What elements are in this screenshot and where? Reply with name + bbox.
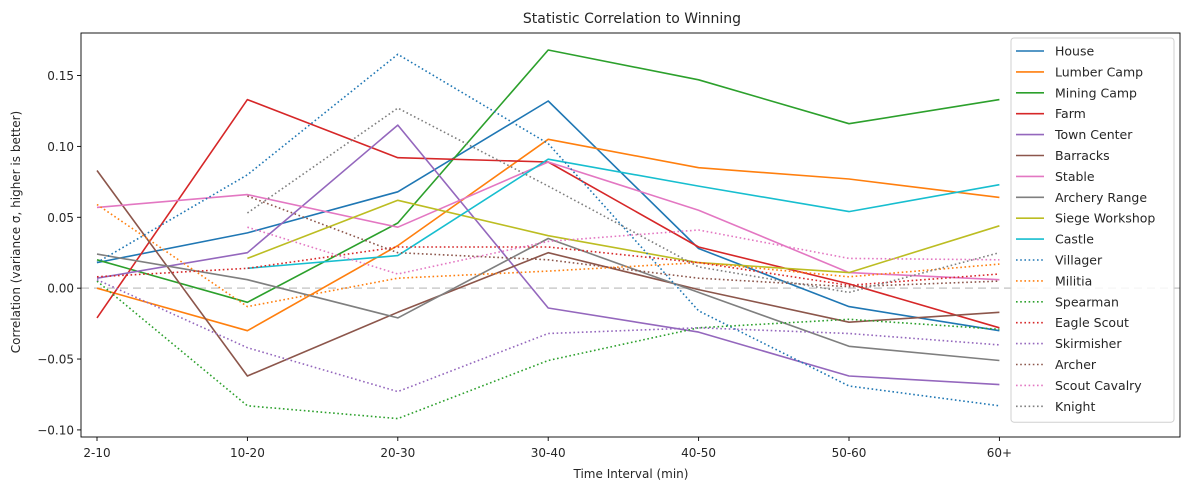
- x-tick-label: 60+: [987, 446, 1012, 460]
- y-tick-label: 0.10: [47, 140, 74, 154]
- legend-entry-label: House: [1055, 44, 1094, 59]
- series-line-siege-workshop: [247, 199, 1000, 274]
- legend-entry-label: Farm: [1055, 106, 1086, 121]
- series-line-scout-cavalry: [247, 226, 1000, 275]
- series-line-castle: [247, 158, 1000, 270]
- legend-entry-label: Spearman: [1055, 294, 1119, 309]
- y-tick-label: −0.05: [37, 353, 74, 367]
- legend-entry-label: Town Center: [1054, 127, 1133, 142]
- y-tick-label: 0.05: [47, 211, 74, 225]
- series-line-archery-range: [96, 237, 1000, 362]
- legend-entry-label: Siege Workshop: [1055, 211, 1155, 226]
- plot-area: −0.10 −0.05 0.00 0.05 0.10 0.15 2-10 10-20 20-30…: [37, 32, 1181, 460]
- legend-entry-label: Castle: [1055, 232, 1094, 247]
- legend-entry-label: Lumber Camp: [1055, 64, 1143, 79]
- x-tick-label: 20-30: [380, 446, 415, 460]
- legend-entry-label: Stable: [1055, 169, 1095, 184]
- x-axis-label: Time Interval (min): [573, 467, 689, 481]
- legend-entry-label: Militia: [1055, 273, 1092, 288]
- y-tick-label: 0.15: [47, 69, 74, 83]
- x-tick-label: 10-20: [230, 446, 265, 460]
- legend-entry-label: Villager: [1055, 253, 1103, 268]
- legend-entry-label: Skirmisher: [1055, 336, 1122, 351]
- legend-entry-label: Knight: [1055, 399, 1095, 414]
- legend: House Lumber Camp Mining Camp Farm Town Cent…: [1010, 37, 1175, 423]
- chart-title: Statistic Correlation to Winning: [523, 11, 741, 27]
- legend-entry-label: Scout Cavalry: [1055, 378, 1142, 393]
- x-tick-label: 30-40: [531, 446, 566, 460]
- x-tick-label: 2-10: [83, 446, 110, 460]
- series-line-house: [96, 100, 1000, 332]
- y-axis-label: Correlation (variance σ, higher is bette…: [9, 111, 23, 353]
- y-tick-label: 0.00: [47, 282, 74, 296]
- legend-entry-label: Archer: [1055, 357, 1097, 372]
- axes-frame: [80, 32, 1181, 438]
- series-line-skirmisher: [96, 278, 1000, 393]
- legend-entry-label: Archery Range: [1055, 190, 1147, 205]
- series-line-mining-camp: [96, 49, 1000, 304]
- series-line-barracks: [96, 170, 1000, 377]
- series-line-eagle-scout: [96, 246, 1000, 287]
- series-line-lumber-camp: [96, 138, 1000, 332]
- legend-entry-label: Mining Camp: [1055, 85, 1137, 100]
- y-tick-label: −0.10: [37, 423, 74, 437]
- series-line-spearman: [96, 280, 1000, 420]
- series-line-knight: [246, 107, 1000, 294]
- x-tick-label: 40-50: [681, 446, 716, 460]
- legend-entry-label: Barracks: [1055, 148, 1110, 163]
- legend-box: [1010, 37, 1175, 423]
- x-tick-label: 50-60: [832, 446, 867, 460]
- series-line-militia: [96, 203, 1000, 308]
- series-line-town-center: [96, 124, 1000, 386]
- legend-entry-label: Eagle Scout: [1055, 315, 1129, 330]
